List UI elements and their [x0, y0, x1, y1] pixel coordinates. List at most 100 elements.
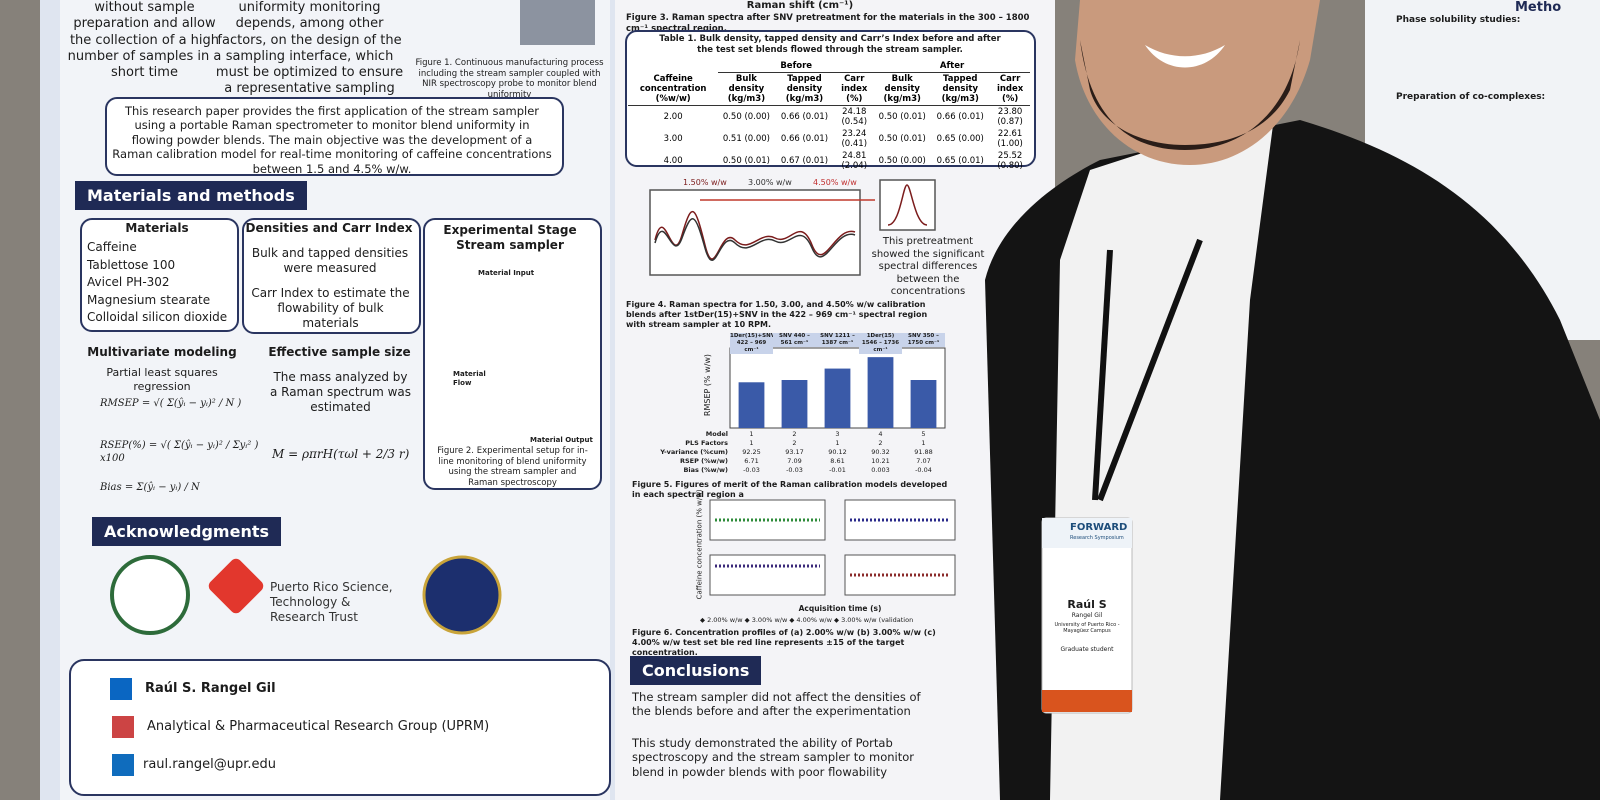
row-cell: 93.17 [785, 448, 804, 456]
row-label: Model [705, 430, 728, 438]
row-cell: 6.71 [744, 457, 759, 465]
objective-box [105, 97, 564, 176]
figure1-image [520, 0, 595, 45]
row-cell: 90.32 [871, 448, 890, 456]
legend-entry: 3.00% w/w [748, 178, 792, 187]
bar [910, 380, 937, 428]
table-group: After [874, 60, 1030, 73]
row-cell: 90.12 [828, 448, 847, 456]
bar [738, 382, 765, 428]
table-header: Bulk density (kg/m3) [718, 72, 775, 106]
section-header: Conclusions [630, 656, 762, 685]
axis-label: Raman shift (cm⁻¹) [746, 0, 854, 11]
column-header: 1Der(15) 1546 – 1736 cm⁻¹ [859, 333, 902, 354]
table-cell: 22.61 (1.00) [997, 129, 1023, 149]
row-cell: 92.25 [742, 448, 761, 456]
table-row: 4.00 0.50 (0.01) 0.67 (0.01) 24.81 (2.04) 0.… [628, 150, 1030, 172]
row-cell: 7.07 [916, 457, 931, 465]
row-cell: 4 [878, 430, 883, 438]
table-cell: 25.52 (0.80) [997, 151, 1023, 171]
column-header: SNV 1211 – 1387 cm⁻¹ [816, 333, 859, 347]
material-item: Colloidal silicon dioxide [87, 310, 228, 324]
table-cell: 0.50 (0.00) [722, 112, 770, 122]
table-group: Before [718, 60, 875, 73]
table-cell: 0.50 (0.01) [722, 156, 770, 166]
table-caption: Table 1. Bulk density, tapped density an… [659, 34, 1001, 55]
badge-name: Raúl S [1067, 598, 1107, 611]
row-cell: 10.21 [871, 457, 890, 465]
table-cell: 0.51 (0.00) [722, 134, 770, 144]
figure4-caption: Figure 4. Raman spectra for 1.50, 3.00, … [626, 300, 928, 329]
objective: This research paper provides the first a… [112, 104, 552, 176]
bar [781, 380, 808, 428]
table-header: Caffeine concentration (%w/w) [628, 72, 719, 106]
densities-line: Bulk and tapped densities were measured [251, 246, 409, 275]
badge-role: Graduate student [1060, 646, 1114, 653]
legend-entry: 1.50% w/w [683, 178, 727, 187]
figure5-caption: Figure 5. Figures of merit of the Raman … [632, 480, 948, 499]
material-label: Material Flow [453, 370, 486, 387]
right-subhead: Preparation of co-complexes: [1396, 92, 1546, 102]
materials-box [80, 218, 239, 332]
figure2-caption: Figure 2. Experimental setup for in-line… [437, 446, 588, 488]
material-item: Tablettose 100 [87, 257, 176, 272]
sample-title: Effective sample size [268, 345, 411, 359]
group-icon [112, 716, 134, 738]
material-item: Avicel PH-302 [87, 275, 170, 289]
sponsor: Puerto Rico Science, Technology & Resear… [270, 580, 393, 624]
table-cell: 23.24 (0.41) [841, 129, 868, 149]
table-cell: 24.18 (0.54) [841, 107, 868, 127]
intro-right: uniformity monitoring depends, among oth… [215, 0, 404, 97]
table-cell: 0.50 (0.01) [878, 134, 926, 144]
table-cell: 0.50 (0.01) [878, 112, 926, 122]
section-header: Acknowledgments [92, 517, 281, 546]
table-group-row: Before After [628, 60, 1030, 73]
row-cell: 2 [792, 430, 797, 438]
material-label: Material Output [530, 436, 593, 444]
row-cell: 7.09 [787, 457, 802, 465]
formula: RSEP(%) = √( Σ(ŷᵢ − yᵢ)² / Σyᵢ² ) x100 [100, 440, 259, 464]
right-header: Metho [1515, 0, 1562, 15]
figure6-caption: Figure 6. Concentration profiles of (a) … [632, 628, 936, 657]
contact-group: Analytical & Pharmaceutical Research Gro… [147, 719, 490, 734]
table-cell: 0.50 (0.00) [878, 156, 926, 166]
row-cell: 2 [878, 439, 883, 447]
sample-formula: M = ρπrH(τωl + 2/3 r) [272, 447, 410, 461]
row-cell: 0.003 [871, 466, 890, 474]
formula: Bias = Σ(ŷᵢ − yᵢ) / N [100, 482, 200, 493]
seal-logo [422, 555, 502, 635]
row-cell: -0.03 [786, 466, 803, 474]
table-cell: 23.80 (0.87) [997, 107, 1023, 127]
figure6-legend: ◆ 2.00% w/w ◆ 3.00% w/w ◆ 4.00% w/w ◆ 3.… [700, 616, 914, 624]
materials-title: Materials [125, 221, 189, 235]
row-cell: 3 [835, 430, 840, 438]
sample-text: The mass analyzed by a Raman spectrum wa… [269, 370, 412, 414]
multivariate-subtitle: Partial least squares regression [106, 366, 218, 393]
section-header: Materials and methods [75, 181, 307, 210]
experimental-box [423, 218, 602, 490]
badge-surname: Rangel Gil [1071, 612, 1103, 619]
badge-event: Research Symposium [1070, 535, 1124, 541]
column-header: SNV 440 – 561 cm⁻¹ [773, 333, 816, 347]
contact-email: raul.rangel@upr.edu [143, 757, 276, 772]
table-header: Carr index (%) [990, 72, 1030, 106]
contact-box [69, 659, 611, 796]
row-cell: 91.88 [914, 448, 933, 456]
intro-left: without sample preparation and allow the… [67, 0, 222, 80]
badge-university: University of Puerto Rico - Mayagüez Cam… [1054, 622, 1120, 635]
contact-name: Raúl S. Rangel Gil [145, 681, 276, 696]
row-label: PLS Factors [685, 439, 728, 447]
table-cell: 3.00 [663, 134, 683, 144]
mail-icon [112, 754, 134, 776]
densities-line: Carr Index to estimate the flowability o… [251, 286, 410, 330]
data-table: Before After Caffeine concentration (%w/w)… [628, 60, 1030, 172]
table-cell: 0.65 (0.00) [936, 134, 984, 144]
badge-brand: FORWARD [1070, 522, 1128, 533]
table-row: 3.00 0.51 (0.00) 0.66 (0.01) 23.24 (0.41) 0.… [628, 128, 1030, 150]
spectra-drawing [649, 179, 936, 276]
conclusion: The stream sampler did not affect the de… [632, 690, 921, 719]
